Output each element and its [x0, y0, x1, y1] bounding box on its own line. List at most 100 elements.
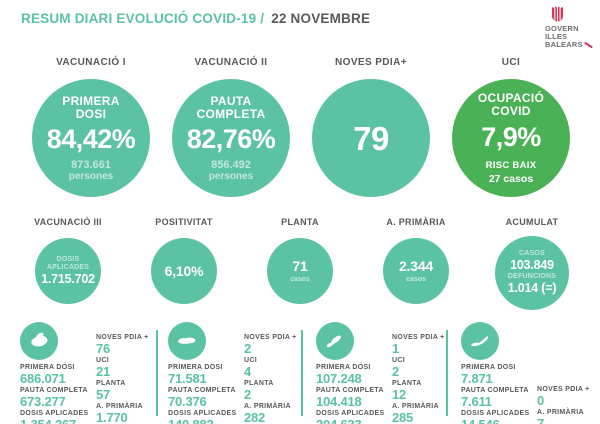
- logo-line-balears: BALEARS: [545, 41, 597, 49]
- logo-line-govern: GOVERN: [545, 24, 579, 33]
- circle-heading: OCUPACIÓ: [477, 90, 545, 105]
- stat-value: 57: [96, 387, 111, 402]
- stat-value: 7.871: [461, 371, 493, 386]
- stat-pair: A. PRIMÀRIA 282: [244, 403, 304, 424]
- stat-label: DOSIS APLICADES: [461, 410, 530, 417]
- kpi-label: VACUNACIÓ II: [194, 57, 268, 68]
- kpi-positivitat: POSITIVITAT 6,10%: [126, 217, 242, 304]
- stat-pair: PRIMERA DOSI 7.871: [461, 364, 537, 385]
- stat-value: 282: [244, 410, 266, 424]
- stat-label: NOVES PDIA +: [96, 334, 149, 341]
- circle-value: 7,9%: [481, 121, 541, 152]
- stat-label: UCI: [244, 357, 257, 364]
- logo-wordmark: GOVERN ILLES BALEARS: [545, 25, 597, 49]
- main-kpi-row: VACUNACIÓ I PRIMERA DOSI 84,42% 873.661 …: [21, 57, 581, 197]
- stat-pair: PRIMERA DOSI 686.071: [20, 364, 96, 385]
- circle-value: 79: [353, 119, 389, 157]
- formentera-island-icon: [461, 322, 499, 360]
- stat-label: A. PRIMÀRIA: [537, 409, 584, 416]
- stat-value: 285: [392, 410, 414, 424]
- secondary-kpi-row: VACUNACIÓ III DOSIS APLICADES 1.715.702 …: [10, 217, 590, 310]
- stat-pair: PAUTA COMPLETA 7.611: [461, 387, 537, 408]
- circle-heading: PRIMERA: [62, 93, 120, 108]
- stat-value: 12: [392, 387, 407, 402]
- menorca-left-column: PRIMERA DOSI 71.581 PAUTA COMPLETA 70.37…: [168, 322, 244, 424]
- stat-pair: PLANTA 2: [244, 380, 304, 401]
- stat-label: UCI: [96, 357, 109, 364]
- kpi-label: POSITIVITAT: [155, 217, 213, 227]
- stat-label: PRIMERA DOSI: [316, 364, 371, 371]
- stat-value: 107.248: [316, 371, 362, 386]
- stat-pair: UCI 4: [244, 357, 304, 378]
- island-group-formentera: PRIMERA DOSI 7.871 PAUTA COMPLETA 7.611 …: [461, 322, 597, 424]
- kpi-uci: UCI OCUPACIÓ COVID 7,9% RISC BAIX 27 cas…: [441, 57, 581, 197]
- circle-heading: DEFUNCIONS: [507, 273, 557, 280]
- kpi-a-primaria: A. PRIMÀRIA 2.344 casos: [358, 217, 474, 304]
- kpi-noves-pdia: NOVES PDIA+ 79: [301, 57, 441, 197]
- stat-value: 686.071: [20, 371, 66, 386]
- stat-value: 71.581: [168, 371, 207, 386]
- stat-label: PLANTA: [244, 380, 274, 387]
- circle-subtext: casos: [406, 275, 426, 283]
- stat-value: 2: [244, 387, 252, 402]
- cumulative-cases-value: 103.849: [510, 258, 554, 272]
- circle-value: 84,42%: [46, 123, 136, 154]
- kpi-vacunacio-i: VACUNACIÓ I PRIMERA DOSI 84,42% 873.661 …: [21, 57, 161, 197]
- stat-pair: DOSIS APLICADES 1.354.267: [20, 410, 96, 424]
- stat-pair: A. PRIMÀRIA 285: [392, 403, 452, 424]
- stat-label: NOVES PDIA +: [392, 334, 445, 341]
- stat-value: 70.376: [168, 394, 207, 409]
- stat-pair: PAUTA COMPLETA 104.418: [316, 387, 392, 408]
- deaths-value: 1.014 (=): [507, 281, 557, 295]
- mallorca-right-column: NOVES PDIA + 76 UCI 21 PLANTA 57 A. PRIM…: [96, 322, 156, 424]
- stat-pair: PLANTA 12: [392, 380, 452, 401]
- stat-value: 140.882: [168, 418, 244, 424]
- kpi-label: A. PRIMÀRIA: [386, 217, 446, 227]
- logo-line-illes: ILLES: [545, 32, 568, 41]
- stat-label: PAUTA COMPLETA: [461, 387, 529, 394]
- kpi-label: NOVES PDIA+: [335, 57, 407, 68]
- vacunacio-ii-circle: PAUTA COMPLETA 82,76% 856.492 persones: [172, 79, 290, 197]
- stat-pair: NOVES PDIA + 0: [537, 386, 597, 407]
- stat-pair: UCI 2: [392, 357, 452, 378]
- a-primaria-circle: 2.344 casos: [383, 238, 449, 304]
- vacunacio-i-circle: PRIMERA DOSI 84,42% 873.661 persones: [32, 79, 150, 197]
- stat-value: 1.354.267: [20, 418, 96, 424]
- uci-circle: OCUPACIÓ COVID 7,9% RISC BAIX 27 casos: [452, 79, 570, 197]
- stat-value: 76: [96, 341, 111, 356]
- stat-label: PLANTA: [392, 380, 422, 387]
- stat-label: UCI: [392, 357, 405, 364]
- planta-circle: 71 casos: [267, 238, 333, 304]
- stat-pair: A. PRIMÀRIA 1.770: [96, 403, 156, 424]
- circle-subvalue: 856.492: [211, 158, 251, 171]
- kpi-label: VACUNACIÓ III: [34, 217, 102, 227]
- stat-label: A. PRIMÀRIA: [392, 403, 439, 410]
- divider-line: [301, 330, 303, 416]
- circle-subvalue: 873.661: [71, 158, 111, 171]
- acumulat-circle: CASOS 103.849 DEFUNCIONS 1.014 (=): [495, 236, 569, 310]
- page-title: RESUM DIARI EVOLUCIÓ COVID-19 / 22 NOVEM…: [21, 11, 370, 26]
- stat-label: PAUTA COMPLETA: [20, 387, 88, 394]
- stat-value: 673.277: [20, 394, 66, 409]
- stat-pair: PAUTA COMPLETA 70.376: [168, 387, 244, 408]
- eivissa-left-column: PRIMERA DOSI 107.248 PAUTA COMPLETA 104.…: [316, 322, 392, 424]
- circle-heading: PAUTA: [210, 93, 252, 108]
- stat-pair: A. PRIMÀRIA 7: [537, 409, 597, 424]
- stat-label: PAUTA COMPLETA: [316, 387, 384, 394]
- stat-label: PRIMERA DOSI: [20, 364, 75, 371]
- circle-value: 1.715.702: [41, 271, 95, 286]
- circle-subtext: casos: [290, 275, 310, 283]
- circle-heading: APLICADES: [46, 263, 90, 271]
- menorca-island-icon: [168, 322, 206, 360]
- kpi-label: ACUMULAT: [505, 217, 559, 227]
- stat-value: 4: [244, 364, 252, 379]
- eivissa-right-column: NOVES PDIA + 1 UCI 2 PLANTA 12 A. PRIMÀR…: [392, 322, 452, 424]
- island-group-mallorca: PRIMERA DOSI 686.071 PAUTA COMPLETA 673.…: [20, 322, 156, 424]
- circle-value: 71: [292, 257, 308, 274]
- kpi-vacunacio-iii: VACUNACIÓ III DOSIS APLICADES 1.715.702: [10, 217, 126, 304]
- stat-label: DOSIS APLICADES: [316, 410, 385, 417]
- circle-subtext: persones: [208, 170, 254, 182]
- red-slash-icon: [583, 41, 593, 49]
- divider-line: [156, 330, 158, 416]
